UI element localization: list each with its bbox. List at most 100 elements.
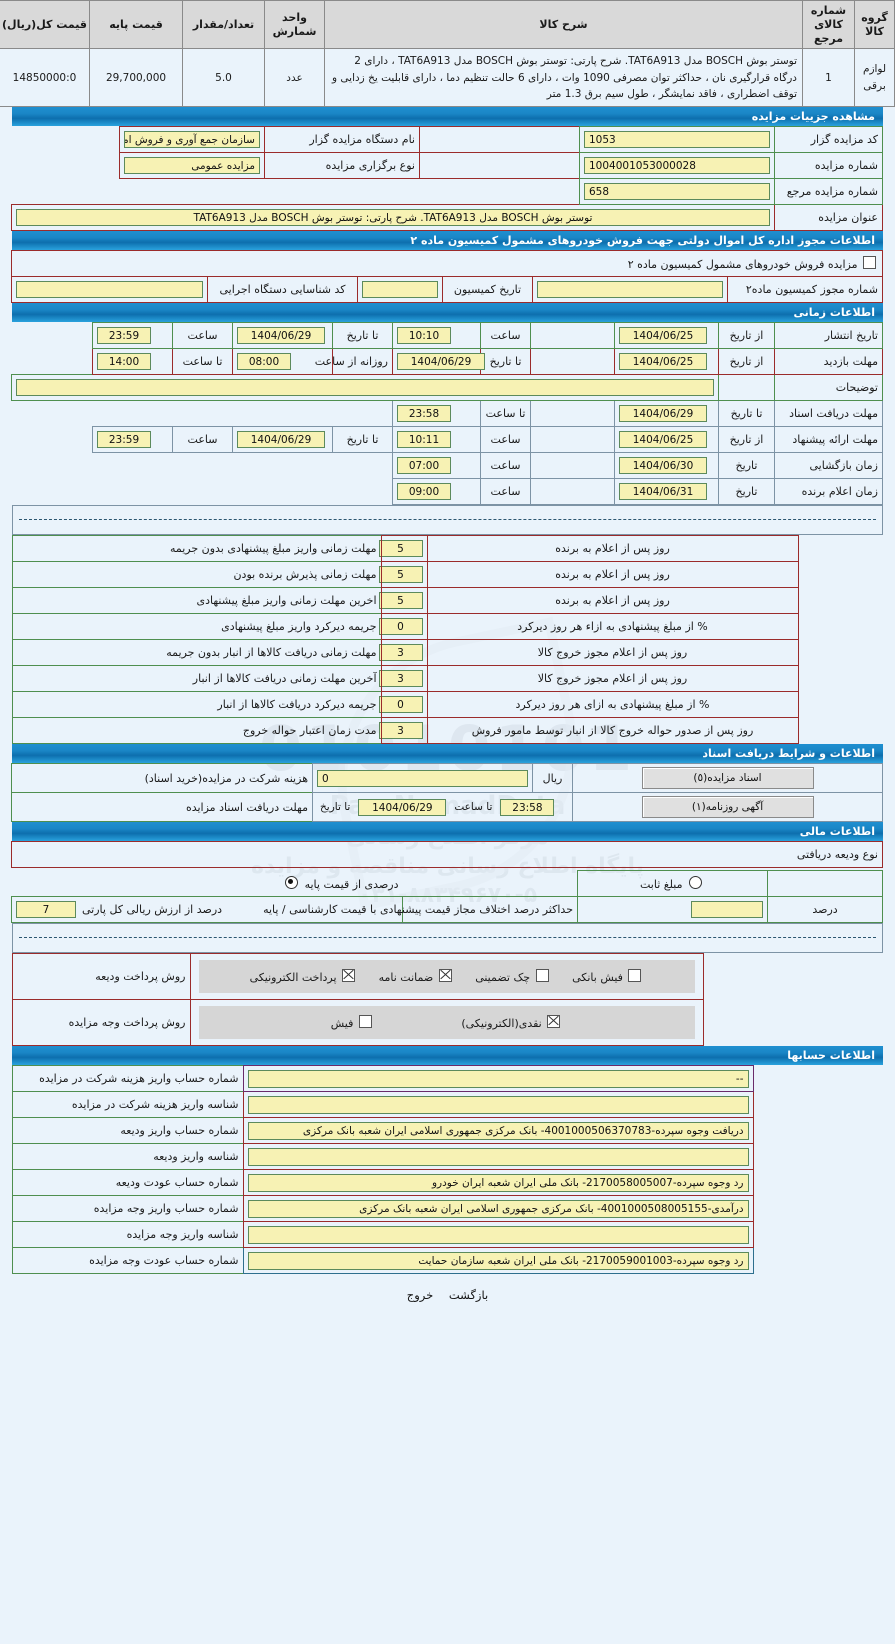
ref-auction-number-input[interactable]: 658 — [584, 183, 770, 201]
news-button-cell[interactable]: آگهی روزنامه(١) — [572, 792, 883, 823]
percent-of-base-radio[interactable] — [285, 875, 299, 889]
penalty-unit-0: روز پس از اعلام به برنده — [426, 535, 799, 563]
penalty-input-5[interactable]: 3 — [378, 670, 423, 688]
penalty-input-1[interactable]: 5 — [378, 566, 423, 584]
bank-receipt-checkbox[interactable] — [628, 969, 642, 983]
exit-link[interactable]: خروج — [406, 1288, 434, 1303]
cell-description: توستر بوش BOSCH مدل TAT6A913. شرح پارتی:… — [324, 48, 803, 108]
cell-group: لوازم برقی — [854, 48, 895, 108]
fixed-amount-radio[interactable] — [688, 876, 702, 890]
penalty-input-4[interactable]: 3 — [378, 644, 423, 662]
docs-deadline-date-input[interactable]: 1404/06/29 — [358, 798, 447, 816]
field-executive-id — [11, 276, 208, 304]
penalties-block: روز پس از اعلام به برنده 5 مهلت زمانی وا… — [0, 535, 895, 745]
offer-from-date-input[interactable]: 1404/06/25 — [619, 431, 707, 449]
spacer-time-1 — [530, 322, 615, 350]
publish-time-input[interactable]: 10:10 — [397, 327, 451, 345]
publish-to-time-input[interactable]: 23:59 — [97, 327, 151, 345]
penalty-input-2[interactable]: 5 — [378, 592, 423, 610]
notes-input[interactable] — [16, 379, 714, 397]
deposit-method-item-2[interactable]: چک تضمینی — [472, 969, 551, 984]
offer-to-date-input[interactable]: 1404/06/29 — [237, 431, 325, 449]
col-description: شرح کالا — [324, 0, 803, 50]
auctioneer-code-input[interactable]: 1053 — [584, 131, 770, 149]
publish-to-date-input[interactable]: 1404/06/29 — [237, 327, 325, 345]
fee-label: هزینه شرکت در مزایده(خرید اسناد) — [11, 763, 313, 794]
fee-field: 0 — [312, 763, 533, 794]
auction-title-input[interactable]: توستر بوش BOSCH مدل TAT6A913. شرح پارتی:… — [16, 209, 770, 227]
docs-to-date-input[interactable]: 1404/06/29 — [619, 405, 707, 423]
permit-no-input[interactable] — [537, 281, 723, 299]
account-input-7[interactable]: رد وجوه سپرده-2170059001003- بانک ملی ای… — [247, 1251, 749, 1270]
fee-unit: ریال — [532, 763, 573, 794]
financial-grid-options: مبلغ ثابت درصدی از قیمت پایه درصد حداکثر… — [11, 870, 883, 924]
auction-type-input[interactable]: مزایده عمومی — [124, 157, 260, 175]
winner-time-input[interactable]: 09:00 — [397, 483, 451, 501]
open-time-input[interactable]: 07:00 — [397, 457, 451, 475]
executive-id-input[interactable] — [16, 281, 203, 299]
offer-to-time-input[interactable]: 23:59 — [97, 431, 151, 449]
docs-to-time-input[interactable]: 23:58 — [397, 405, 451, 423]
max-diff-unit: درصد — [767, 896, 883, 924]
penalty-input-3[interactable]: 0 — [378, 618, 423, 636]
visit-from-date-input[interactable]: 1404/06/25 — [619, 353, 707, 371]
visit-daily-from-input[interactable]: 08:00 — [237, 353, 291, 371]
details-block: کد مزایده گزار 1053 نام دستگاه مزایده گز… — [0, 126, 895, 232]
winner-date-input[interactable]: 1404/06/31 — [619, 483, 707, 501]
electronic-payment-checkbox[interactable] — [342, 969, 356, 983]
account-input-6[interactable] — [247, 1225, 749, 1244]
label-open-date: تاریخ — [718, 452, 775, 480]
back-link[interactable]: بازگشت — [448, 1288, 489, 1303]
receipt-checkbox[interactable] — [358, 1015, 372, 1029]
commission-date-input[interactable] — [362, 281, 438, 299]
account-label-6: شناسه واریز وجه مزایده — [11, 1221, 244, 1249]
separator-after-financial — [12, 923, 883, 954]
auction-documents-button[interactable]: اسناد مزایده(٥) — [641, 767, 814, 790]
account-input-2[interactable]: دریافت وجوه سپرده-4001000506370783- بانک… — [247, 1121, 749, 1140]
spacer-winner-1 — [530, 478, 615, 506]
docs-deadline-row2: آگهی روزنامه(١) 23:58 تا ساعت 1404/06/29… — [11, 792, 883, 823]
auctioneer-org-input[interactable]: سازمان جمع آوری و فروش امو — [124, 131, 260, 149]
fixed-option-cell[interactable]: مبلغ ثابت — [577, 870, 768, 898]
penalty-input-7[interactable]: 3 — [378, 722, 423, 740]
percent-value-input[interactable]: 7 — [16, 901, 76, 919]
payment-method-item-0[interactable]: فیش — [331, 1015, 374, 1030]
account-input-1[interactable] — [247, 1095, 749, 1114]
goods-table-header-row: گروه کالا شماره کالای مرجع شرح کالا واحد… — [0, 0, 895, 50]
visit-daily-to-input[interactable]: 14:00 — [97, 353, 151, 371]
field-publish-to-time: 23:59 — [92, 322, 173, 350]
max-diff-input[interactable] — [691, 901, 763, 919]
penalty-label-3: جریمه دیرکرد واریز مبلغ پیشنهادی — [11, 613, 382, 641]
deposit-method-item-3[interactable]: فیش بانکی — [569, 969, 644, 984]
penalty-input-0[interactable]: 5 — [378, 540, 423, 558]
percent-option-cell[interactable]: درصدی از قیمت پایه — [12, 871, 403, 897]
payment-method-label-1: نقدی(الکترونیکی) — [461, 1017, 542, 1031]
account-input-4[interactable]: رد وجوه سپرده-2170058005007- بانک ملی ای… — [247, 1173, 749, 1192]
payment-method-item-1[interactable]: نقدی(الکترونیکی) — [458, 1015, 562, 1031]
penalty-unit-3: % از مبلغ پیشنهادی به ازاء هر روز دیرکرد — [426, 613, 799, 641]
deposit-method-item-0[interactable]: پرداخت الکترونیکی — [250, 969, 358, 984]
visit-to-date-input[interactable]: 1404/06/29 — [397, 353, 485, 371]
commission-checkbox-row[interactable]: مزایده فروش خودروهای مشمول کمیسیون ماده … — [11, 250, 883, 278]
open-date-input[interactable]: 1404/06/30 — [619, 457, 707, 475]
account-input-3[interactable] — [247, 1147, 749, 1166]
docs-button-cell[interactable]: اسناد مزایده(٥) — [572, 763, 883, 794]
guaranteed-check-checkbox[interactable] — [535, 969, 549, 983]
cash-electronic-checkbox[interactable] — [547, 1015, 561, 1029]
penalty-label-2: اخرین مهلت زمانی واریز مبلغ پیشنهادی — [11, 587, 382, 615]
label-open-time: ساعت — [480, 452, 531, 480]
account-label-0: شماره حساب واریز هزینه شرکت در مزایده — [11, 1065, 244, 1093]
commission-checkbox[interactable] — [863, 256, 876, 270]
newspaper-ad-button[interactable]: آگهی روزنامه(١) — [641, 796, 814, 819]
account-input-0[interactable]: -- — [247, 1069, 749, 1088]
offer-from-time-input[interactable]: 10:11 — [397, 431, 451, 449]
publish-from-date-input[interactable]: 1404/06/25 — [619, 327, 707, 345]
section-header-accounts: اطلاعات حسابها — [12, 1046, 883, 1066]
account-input-5[interactable]: درآمدی-4001000508005155- بانک مرکزی جمهو… — [247, 1199, 749, 1218]
docs-deadline-time-input[interactable]: 23:58 — [500, 798, 555, 816]
guarantee-letter-checkbox[interactable] — [438, 969, 452, 983]
penalty-input-6[interactable]: 0 — [378, 696, 423, 714]
fee-input[interactable]: 0 — [317, 769, 528, 787]
deposit-method-item-1[interactable]: ضمانت نامه — [375, 969, 454, 984]
auction-number-input[interactable]: 1004001053000028 — [584, 157, 770, 175]
